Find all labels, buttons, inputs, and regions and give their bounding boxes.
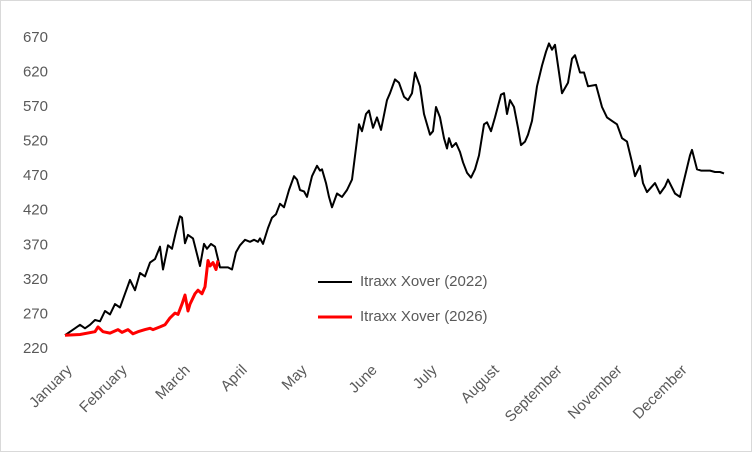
y-tick-label: 470 (23, 167, 48, 184)
y-tick-label: 520 (23, 133, 48, 150)
data-line (64, 259, 220, 337)
y-tick-label: 570 (23, 98, 48, 115)
legend-label: Itraxx Xover (2026) (360, 308, 488, 325)
y-tick-label: 320 (23, 271, 48, 288)
y-tick-label: 370 (23, 236, 48, 253)
legend-label: Itraxx Xover (2022) (360, 273, 488, 290)
y-tick-label: 420 (23, 202, 48, 219)
y-tick-label: 220 (23, 340, 48, 357)
y-tick-label: 270 (23, 305, 48, 322)
y-tick-label: 670 (23, 29, 48, 46)
y-tick-label: 620 (23, 63, 48, 80)
data-line (64, 42, 725, 337)
